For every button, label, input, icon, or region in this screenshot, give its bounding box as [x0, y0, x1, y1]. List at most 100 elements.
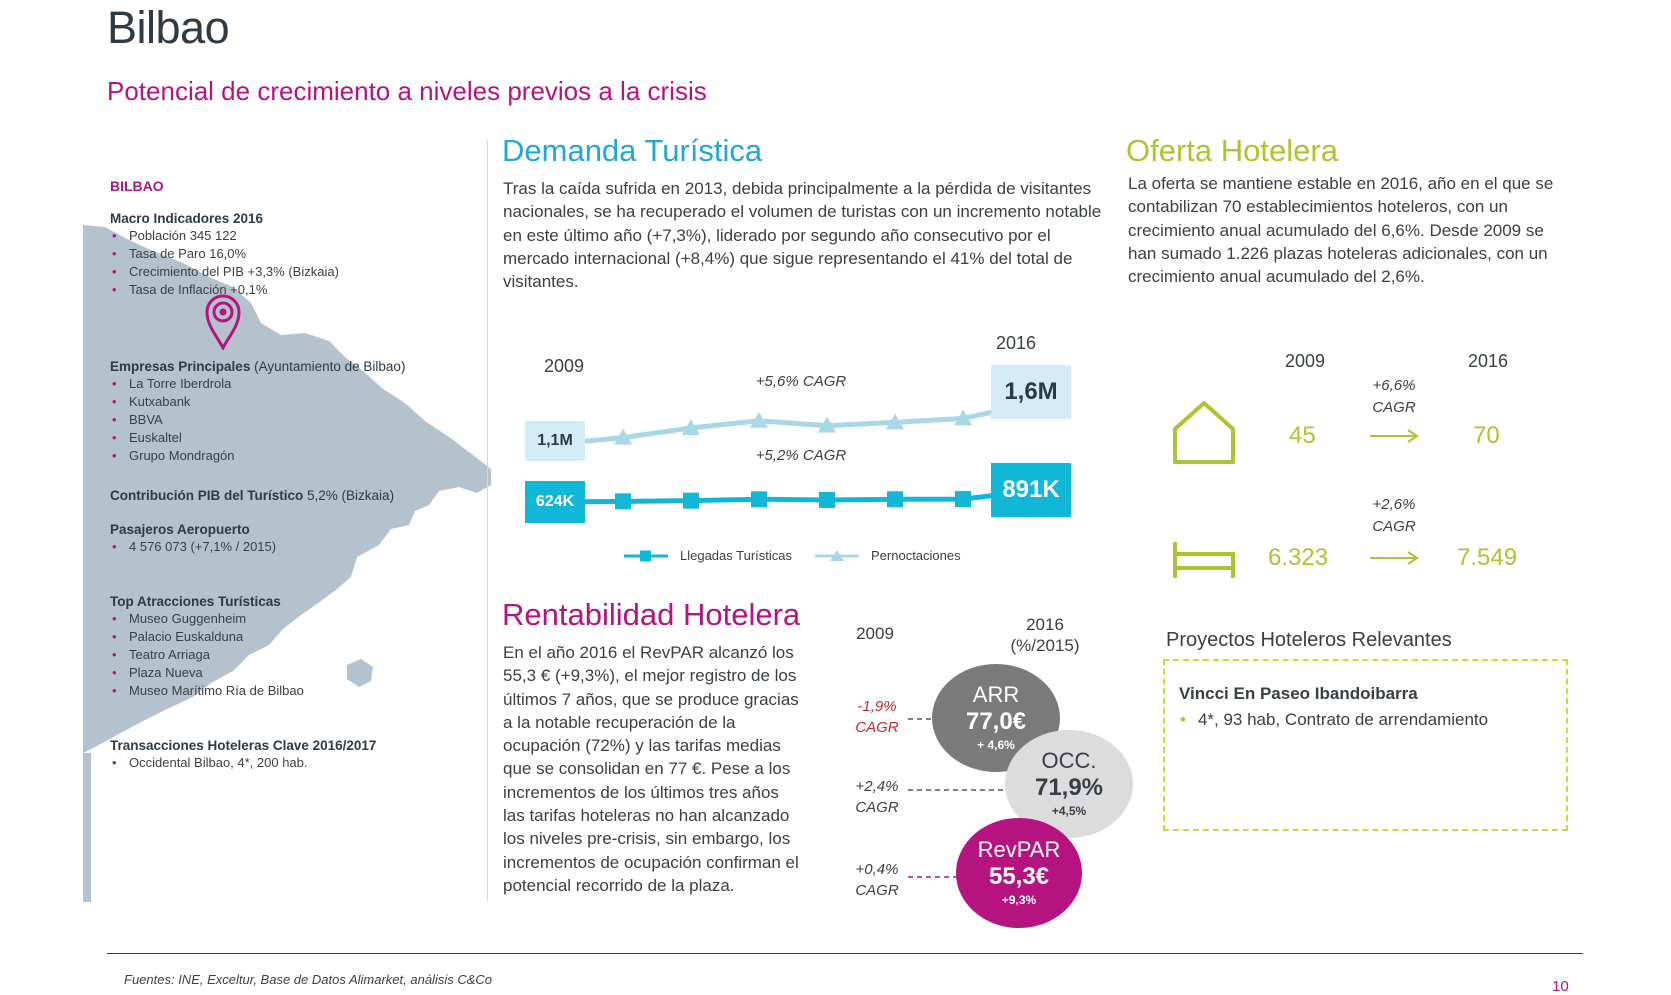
cagr-pernoctaciones: +5,6% CAGR [755, 373, 847, 390]
llegadas-end-box: 891K [991, 463, 1071, 517]
establecimientos-cagr-label: CAGR [1372, 399, 1416, 416]
arrow-right-icon [1370, 429, 1419, 443]
macro-heading: Macro Indicadores 2016 [110, 211, 264, 226]
vertical-divider [487, 140, 488, 902]
rentabilidad-year-end-note: (%/2015) [1010, 636, 1080, 655]
arr-label: ARR [972, 682, 1020, 707]
establecimientos-cagr-value: +6,6% [1372, 377, 1416, 394]
sources-note: Fuentes: INE, Exceltur, Base de Datos Al… [124, 972, 493, 987]
bed-icon [1173, 542, 1235, 578]
contribucion-value: 5,2% (Bizkaia) [307, 488, 395, 503]
proyecto-detail-text: 4*, 93 hab, Contrato de arrendamiento [1197, 710, 1489, 729]
data-point [955, 491, 971, 508]
arrow-right-icon [1370, 551, 1419, 565]
macro-block: Macro Indicadores 2016 Población 345 122… [110, 211, 480, 299]
proyecto-detail: • 4*, 93 hab, Contrato de arrendamiento [1180, 710, 1488, 730]
list-item: Museo Guggenheim [110, 610, 480, 628]
data-point [615, 493, 631, 510]
legend-pernoctaciones-label: Pernoctaciones [871, 548, 961, 563]
occ-cagr-label: CAGR [855, 799, 899, 816]
occ-value: 71,9% [1034, 774, 1104, 801]
list-item: Palacio Euskalduna [110, 628, 480, 646]
list-item: Teatro Arriaga [110, 646, 480, 664]
occ-cagr: +2,4% CAGR [852, 776, 902, 818]
macro-list: Población 345 122 Tasa de Paro 16,0% Cre… [110, 227, 480, 299]
revpar-cagr: +0,4% CAGR [852, 859, 902, 901]
page-number: 10 [1552, 978, 1569, 995]
proyectos-title: Proyectos Hoteleros Relevantes [1166, 629, 1452, 651]
arr-cagr: -1,9% CAGR [852, 696, 902, 738]
data-point [819, 491, 835, 508]
list-item: Euskaltel [110, 429, 480, 447]
list-item: Kutxabank [110, 393, 480, 411]
pernoctaciones-start-box: 1,1M [525, 421, 585, 461]
establecimientos-cagr: +6,6% CAGR [1364, 375, 1424, 419]
occ-change: +4,5% [1051, 804, 1087, 818]
city-label: BILBAO [110, 178, 164, 194]
rentabilidad-text: En el año 2016 el RevPAR alcanzó los 55,… [503, 643, 799, 895]
arr-change: + 4,6% [977, 738, 1015, 752]
transacciones-heading: Transacciones Hoteleras Clave 2016/2017 [110, 738, 377, 753]
rentabilidad-year-start: 2009 [856, 624, 894, 643]
establecimientos-end: 70 [1473, 422, 1500, 449]
list-item: Occidental Bilbao, 4*, 200 hab. [110, 754, 480, 772]
plazas-cagr-label: CAGR [1372, 518, 1416, 535]
proyecto-name: Vincci En Paseo Ibandoibarra [1179, 684, 1418, 703]
demanda-title: Demanda Turística [502, 133, 763, 168]
list-item: 4 576 073 (+7,1% / 2015) [110, 538, 480, 556]
list-item: La Torre Iberdrola [110, 375, 480, 393]
atracciones-block: Top Atracciones Turísticas Museo Guggenh… [110, 594, 480, 700]
page-title: Bilbao [107, 2, 230, 53]
data-point [751, 491, 767, 508]
revpar-value: 55,3€ [988, 863, 1050, 890]
transacciones-block: Transacciones Hoteleras Clave 2016/2017 … [110, 738, 480, 772]
legend-llegadas-marker [624, 550, 668, 561]
data-point [818, 416, 836, 433]
demanda-text: Tras la caída sufrida en 2013, debida pr… [503, 179, 1102, 292]
plazas-cagr-value: +2,6% [1372, 496, 1416, 513]
data-point [887, 491, 903, 508]
data-point [954, 409, 972, 426]
oferta-title: Oferta Hotelera [1126, 133, 1338, 168]
pasajeros-heading: Pasajeros Aeropuerto [110, 522, 250, 537]
bullet-icon: • [1180, 710, 1186, 729]
proyectos-box [1163, 659, 1568, 831]
revpar-circle: RevPAR 55,3€ +9,3% [956, 818, 1082, 928]
legend-pernoctaciones-marker [815, 549, 859, 561]
revpar-label: RevPAR [977, 837, 1061, 862]
data-point [683, 492, 699, 509]
atracciones-heading: Top Atracciones Turísticas [110, 594, 281, 609]
arr-value: 77,0€ [965, 708, 1027, 735]
pasajeros-list: 4 576 073 (+7,1% / 2015) [110, 538, 480, 556]
list-item: Museo Marítimo Ría de Bilbao [110, 682, 480, 700]
oferta-year-start: 2009 [1285, 351, 1326, 371]
city-summary-panel: BILBAO Macro Indicadores 2016 Población … [110, 178, 480, 772]
demanda-year-start: 2009 [544, 356, 585, 376]
llegadas-start-box: 624K [525, 481, 585, 523]
list-item: Tasa de Paro 16,0% [110, 245, 480, 263]
data-point [682, 419, 700, 435]
pasajeros-block: Pasajeros Aeropuerto 4 576 073 (+7,1% / … [110, 522, 480, 556]
house-icon [1173, 401, 1235, 464]
list-item: Tasa de Inflación +0,1% [110, 281, 480, 299]
data-point [614, 428, 632, 445]
revpar-cagr-value: +0,4% [855, 861, 899, 878]
plazas-start: 6.323 [1268, 544, 1329, 571]
list-item: BBVA [110, 411, 480, 429]
contribucion-block: Contribución PIB del Turístico 5,2% (Biz… [110, 488, 480, 503]
legend-pernoctaciones: Pernoctaciones [815, 548, 961, 563]
atracciones-list: Museo Guggenheim Palacio Euskalduna Teat… [110, 610, 480, 700]
rentabilidad-year-end: 2016 [1026, 615, 1064, 634]
list-item: Crecimiento del PIB +3,3% (Bizkaia) [110, 263, 480, 281]
empresas-heading-note: (Ayuntamiento de Bilbao) [254, 359, 406, 374]
rentabilidad-year-end-block: 2016 (%/2015) [1000, 614, 1090, 656]
arr-cagr-value: -1,9% [857, 698, 897, 715]
pernoctaciones-end-box: 1,6M [991, 365, 1071, 419]
contribucion-heading-text: Contribución PIB del Turístico [110, 488, 304, 503]
empresas-block: Empresas Principales (Ayuntamiento de Bi… [110, 359, 480, 465]
revpar-cagr-label: CAGR [855, 882, 899, 899]
oferta-year-end: 2016 [1468, 351, 1509, 371]
occ-cagr-value: +2,4% [855, 778, 899, 795]
